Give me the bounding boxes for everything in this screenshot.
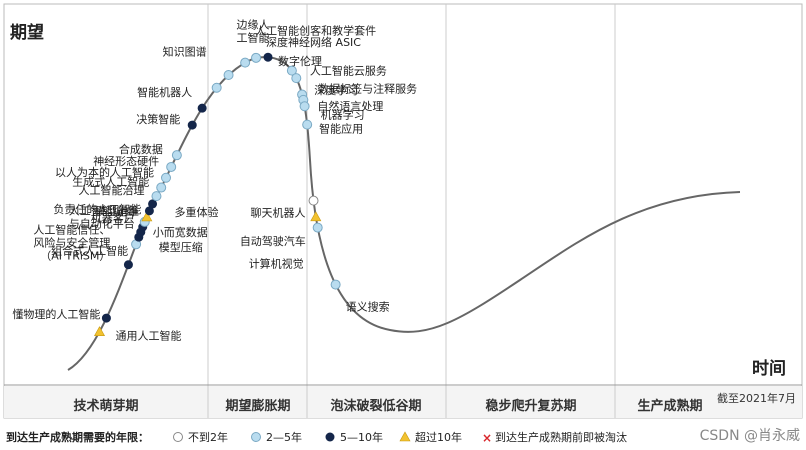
tech-label: 机器客户: [91, 211, 135, 225]
tech-label: 组合式人工智能: [51, 243, 128, 257]
phase-label: 期望膨胀期: [225, 398, 290, 414]
tech-label: 知识图谱: [163, 45, 207, 59]
tech-label: 多重体验: [175, 205, 219, 219]
tech-label: 语义搜索: [346, 300, 390, 314]
tech-point: [291, 73, 302, 84]
tech-label: 以人为本的人工智能: [55, 165, 154, 179]
hype-curve: [67, 56, 741, 371]
tech-point: [94, 326, 106, 337]
tech-label: 神经形态硬件: [93, 154, 159, 168]
tech-point: [166, 161, 177, 172]
tech-label: 模型运维: [95, 204, 139, 218]
phase-label: 生产成熟期: [637, 398, 702, 414]
legend: 到达生产成熟期需要的年限： 不到2年 2—5年 5—10年 超过10年 × 到达…: [6, 430, 627, 445]
tech-label: 自动驾驶汽车: [240, 234, 306, 248]
tech-label: 小而宽数据: [153, 225, 208, 239]
tech-label: 通用人工智能: [116, 329, 182, 343]
tech-label: 数字伦理: [278, 54, 322, 68]
legend-label-2to5: 2—5年: [266, 430, 302, 444]
tech-label: 边缘人工智能: [237, 18, 270, 44]
tech-point: [123, 260, 133, 270]
tech-point: [197, 103, 207, 113]
legend-label-gt10: 超过10年: [415, 430, 462, 444]
legend-label-5to10: 5—10年: [340, 430, 383, 444]
tech-label: 人工智能云服务: [310, 64, 387, 78]
phase-label: 稳步爬升复苏期: [485, 398, 576, 414]
x-axis-title: 时间: [752, 358, 786, 379]
as-of-note: 截至2021年7月: [717, 391, 796, 405]
tech-point: [240, 57, 251, 68]
tech-label: 计算机视觉: [249, 257, 304, 271]
tech-label: 合成数据: [119, 142, 163, 156]
tech-point: [302, 119, 313, 130]
tech-label: 聊天机器人: [251, 206, 306, 220]
tech-point: [263, 52, 273, 62]
tech-point: [144, 206, 154, 216]
legend-marker-2to5: [251, 432, 261, 442]
tech-point: [312, 222, 323, 233]
tech-label: 懂物理的人工智能: [12, 307, 100, 321]
tech-point: [330, 279, 341, 290]
tech-label: 人工智能信任、风险与安全管理（AI TRiSM）: [33, 223, 110, 263]
tech-point: [223, 69, 234, 80]
tech-label: 决策智能: [136, 112, 180, 126]
tech-point: [148, 199, 158, 209]
tech-point: [161, 172, 171, 183]
tech-label: 生成式人工智能: [72, 175, 149, 189]
legend-marker-obsolete: ×: [482, 431, 492, 445]
tech-point: [211, 82, 222, 93]
tech-point: [299, 101, 310, 112]
y-axis-title: 期望: [10, 22, 44, 43]
legend-label-obsolete: 到达生产成熟期前即被淘汰: [495, 430, 627, 444]
tech-label: 人工智能治理: [78, 183, 144, 197]
phase-label: 技术萌芽期: [73, 398, 138, 414]
legend-marker-lt2: [173, 432, 183, 442]
labels-layer: 通用人工智能 懂物理的人工智能 人工智能信任、风险与安全管理（AI TRiSM）组合…: [12, 18, 417, 342]
tech-point: [156, 182, 167, 193]
tech-label: 深度神经网络 ASIC: [266, 35, 361, 49]
tech-point: [171, 150, 182, 161]
tech-point: [308, 195, 319, 206]
tech-label: 深度学习: [314, 83, 358, 97]
points-layer: [94, 52, 341, 337]
tech-label: 机器学习: [321, 107, 365, 121]
watermark: CSDN @肖永威: [700, 428, 800, 444]
phase-label: 泡沫破裂低谷期: [330, 398, 421, 414]
tech-label: 人工智能编排与自动化平台: [69, 203, 135, 230]
tech-label: 模型压缩: [159, 240, 203, 254]
tech-label: 人工智能创客和教学套件: [255, 24, 376, 38]
legend-label-lt2: 不到2年: [188, 430, 228, 444]
tech-point: [141, 211, 153, 222]
tech-label: 数据标签与注释服务: [318, 82, 417, 96]
tech-point: [310, 211, 322, 222]
tech-point: [187, 120, 197, 130]
phase-band: [4, 386, 802, 418]
tech-point: [286, 65, 297, 76]
legend-marker-gt10: [399, 431, 411, 442]
tech-label: 智能应用: [319, 122, 363, 136]
tech-point: [101, 313, 111, 323]
tech-point: [251, 52, 262, 63]
tech-point: [151, 191, 162, 202]
tech-label: 负责任的人工智能: [53, 202, 141, 216]
tech-label: 智能机器人: [137, 85, 192, 99]
legend-title: 到达生产成熟期需要的年限：: [6, 430, 149, 444]
legend-marker-5to10: [325, 432, 335, 442]
tech-label: 自然语言处理: [317, 99, 383, 113]
